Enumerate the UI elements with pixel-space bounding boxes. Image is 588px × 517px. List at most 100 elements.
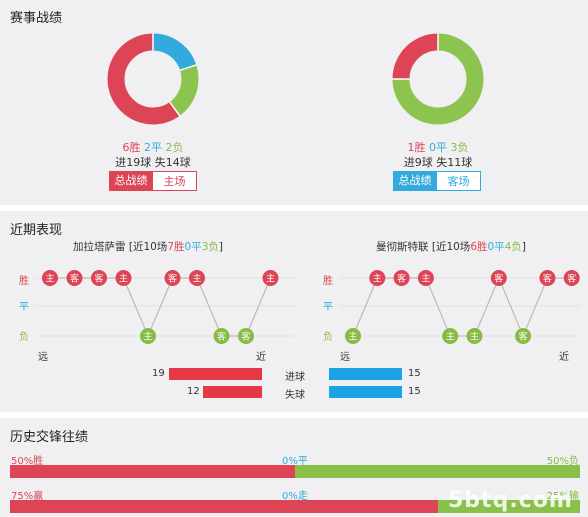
home-team-name: 加拉塔萨雷: [73, 241, 126, 253]
h2h-loss-bar: [295, 465, 580, 478]
away-goals-for-value: 15: [408, 368, 421, 379]
away-form-point-label: 客: [543, 273, 552, 285]
away-form-wins: 6胜: [470, 241, 488, 253]
away-ylabel-win: 胜: [323, 276, 333, 287]
home-form-point[interactable]: [213, 328, 230, 344]
divider: [0, 412, 588, 418]
away-form-point-label: 主: [470, 331, 479, 343]
away-form-point-label: 主: [446, 331, 455, 343]
away-form-point[interactable]: [539, 270, 556, 286]
home-form-wins: 7胜: [167, 241, 185, 253]
home-form-point[interactable]: [189, 270, 205, 286]
away-form-header: 曼彻斯特联 [近10场6胜0平4负]: [376, 239, 526, 254]
h2h-handicap-win-pct: 75%赢: [11, 491, 44, 502]
home-form-post: ]: [218, 241, 223, 253]
home-donut-loss-slice: [107, 33, 199, 125]
tab-away-overall[interactable]: 总战绩: [393, 171, 437, 191]
away-form-point[interactable]: [369, 270, 386, 286]
away-form-point-label: 主: [373, 273, 382, 285]
home-record-donut: [107, 33, 199, 125]
home-form-point-label: 客: [70, 273, 79, 285]
away-draws: 0平: [429, 141, 447, 154]
h2h-win-pct: 50%胜: [11, 456, 44, 467]
h2h-handicap-loss-pct: 25%输: [546, 491, 579, 502]
h2h-win-bar: [10, 465, 295, 478]
home-form-line: [50, 277, 272, 338]
h2h-draw-pct: 0%平: [282, 456, 308, 467]
away-form-pre: [近10场: [431, 241, 471, 253]
home-form-point-label: 主: [143, 331, 152, 343]
home-tabs: 总战绩 主场: [109, 171, 197, 191]
h2h-handicap-push-pct: 0%走: [282, 491, 308, 502]
home-goals-against-value: 12: [187, 386, 200, 397]
home-form-point-label: 客: [168, 273, 177, 285]
home-ylabel-loss: 负: [19, 332, 29, 343]
home-form-pre: [近10场: [128, 241, 168, 253]
divider: [0, 205, 588, 211]
home-wins: 6胜: [122, 141, 141, 154]
home-form-point-label: 客: [94, 273, 103, 285]
home-draws: 2平: [144, 141, 162, 154]
away-form-point-label: 主: [348, 331, 357, 343]
away-form-point-label: 客: [397, 273, 406, 285]
home-far-label: 远: [38, 352, 48, 363]
home-wdl-summary: 6胜 2平 2负: [53, 139, 253, 155]
home-form-point-label: 主: [119, 273, 128, 285]
home-donut-separator: [169, 101, 181, 117]
home-form-point[interactable]: [66, 270, 83, 286]
home-form-point[interactable]: [262, 270, 279, 286]
away-wdl-summary: 1胜 0平 3负: [338, 139, 538, 155]
section-title-h2h: 历史交锋往绩: [10, 430, 89, 445]
home-form-losses: 3负: [201, 241, 219, 253]
away-form-line: [352, 276, 572, 338]
away-form-point[interactable]: [563, 270, 580, 286]
away-form-point[interactable]: [393, 270, 410, 286]
away-form-draws: 0平: [487, 241, 505, 253]
home-goals-against-bar: [203, 386, 262, 398]
home-ylabel-draw: 平: [19, 302, 29, 313]
away-far-label: 远: [340, 352, 350, 363]
away-goals-summary: 进9球 失11球: [403, 156, 473, 169]
home-form-point-label: 客: [241, 331, 250, 343]
goals-against-label: 失球: [285, 390, 305, 401]
home-form-point[interactable]: [115, 270, 132, 286]
home-form-draws: 0平: [184, 241, 202, 253]
goals-for-label: 进球: [285, 372, 305, 383]
away-ylabel-loss: 负: [323, 332, 333, 343]
record-section: 赛事战绩 6胜 2平 2负 进19球 失14球 总战绩 主场 1胜 0平 3负 …: [0, 0, 588, 205]
away-form-point[interactable]: [515, 328, 532, 344]
away-form-point[interactable]: [442, 328, 459, 344]
away-record-donut: [392, 33, 484, 125]
away-form-point[interactable]: [490, 270, 507, 286]
away-form-chart: 主主客主主 主客客客客: [340, 270, 580, 344]
home-form-point[interactable]: [164, 270, 181, 286]
home-form-point[interactable]: [140, 328, 156, 344]
home-form-point[interactable]: [238, 328, 254, 344]
home-ylabel-win: 胜: [19, 276, 29, 287]
section-title-record: 赛事战绩: [10, 11, 63, 26]
away-form-losses: 4负: [504, 241, 522, 253]
home-form-point[interactable]: [91, 270, 107, 286]
away-form-point[interactable]: [345, 328, 361, 344]
away-tabs: 总战绩 客场: [393, 171, 481, 191]
tab-away-away[interactable]: 客场: [437, 171, 481, 191]
away-form-point-label: 客: [494, 273, 503, 285]
away-ylabel-draw: 平: [323, 302, 333, 313]
h2h-loss-pct: 50%负: [546, 456, 579, 467]
tab-home-overall[interactable]: 总战绩: [109, 171, 153, 191]
home-form-chart: 主客客主主客 主客 客主: [35, 270, 295, 344]
h2h-handicap-loss-bar: [438, 500, 580, 513]
away-goals-against-value: 15: [408, 386, 421, 397]
away-wins: 1胜: [407, 141, 426, 154]
home-form-point[interactable]: [42, 270, 58, 286]
away-form-point[interactable]: [466, 328, 483, 344]
away-losses: 3负: [450, 141, 469, 154]
home-form-point-label: 客: [217, 331, 226, 343]
recent-form-section: 近期表现 加拉塔萨雷 [近10场7胜0平3负] 曼彻斯特联 [近10场6胜0平4…: [0, 211, 588, 412]
away-form-point[interactable]: [417, 270, 434, 286]
home-form-header: 加拉塔萨雷 [近10场7胜0平3负]: [73, 239, 223, 254]
home-form-point-label: 主: [192, 273, 201, 285]
home-form-point-label: 主: [45, 273, 54, 285]
away-form-point-label: 客: [567, 273, 576, 285]
tab-home-home[interactable]: 主场: [153, 171, 197, 191]
